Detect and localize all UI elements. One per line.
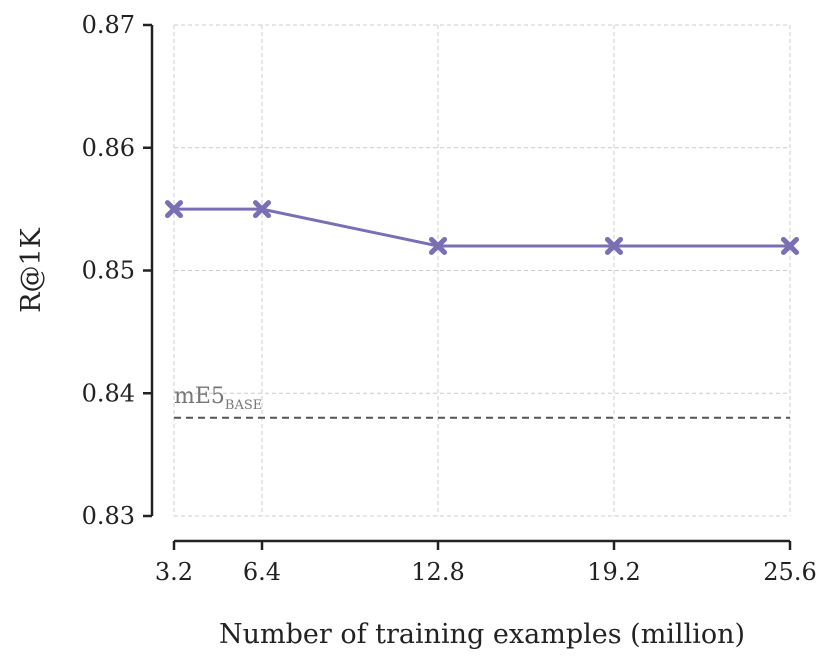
y-tick-label: 0.86 <box>82 134 135 162</box>
x-tick-label: 19.2 <box>587 558 640 586</box>
marker-stroke <box>429 236 447 255</box>
y-tick-label: 0.85 <box>82 257 135 285</box>
baseline-label-main: mE5 <box>174 384 225 409</box>
marker-stroke <box>165 200 183 219</box>
data-point-marker <box>781 236 799 255</box>
x-tick-label: 6.4 <box>243 558 281 586</box>
x-axis-title: Number of training examples (million) <box>219 619 745 650</box>
baseline: mE5BASE <box>174 384 790 419</box>
x-tick-label: 3.2 <box>155 558 193 586</box>
data-point-marker <box>429 236 447 255</box>
baseline-label: mE5BASE <box>174 384 262 413</box>
marker-stroke <box>781 236 799 255</box>
x-axis-ticks: 3.2 6.4 12.8 19.2 25.6 <box>155 541 817 586</box>
marker-stroke <box>605 236 623 255</box>
marker-stroke <box>253 200 271 219</box>
y-axis-ticks: 0.83 0.84 0.85 0.86 0.87 <box>82 11 152 530</box>
y-tick-label: 0.83 <box>82 502 135 530</box>
y-axis-title: R@1K <box>16 227 47 313</box>
y-tick-label: 0.84 <box>82 379 135 407</box>
data-point-marker <box>253 200 271 219</box>
series <box>165 200 799 255</box>
x-tick-label: 25.6 <box>763 558 816 586</box>
x-tick-label: 12.8 <box>411 558 464 586</box>
baseline-label-sub: BASE <box>225 398 262 413</box>
data-point-marker <box>165 200 183 219</box>
grid-lines <box>173 24 791 517</box>
y-tick-label: 0.87 <box>82 11 135 39</box>
data-point-marker <box>605 236 623 255</box>
